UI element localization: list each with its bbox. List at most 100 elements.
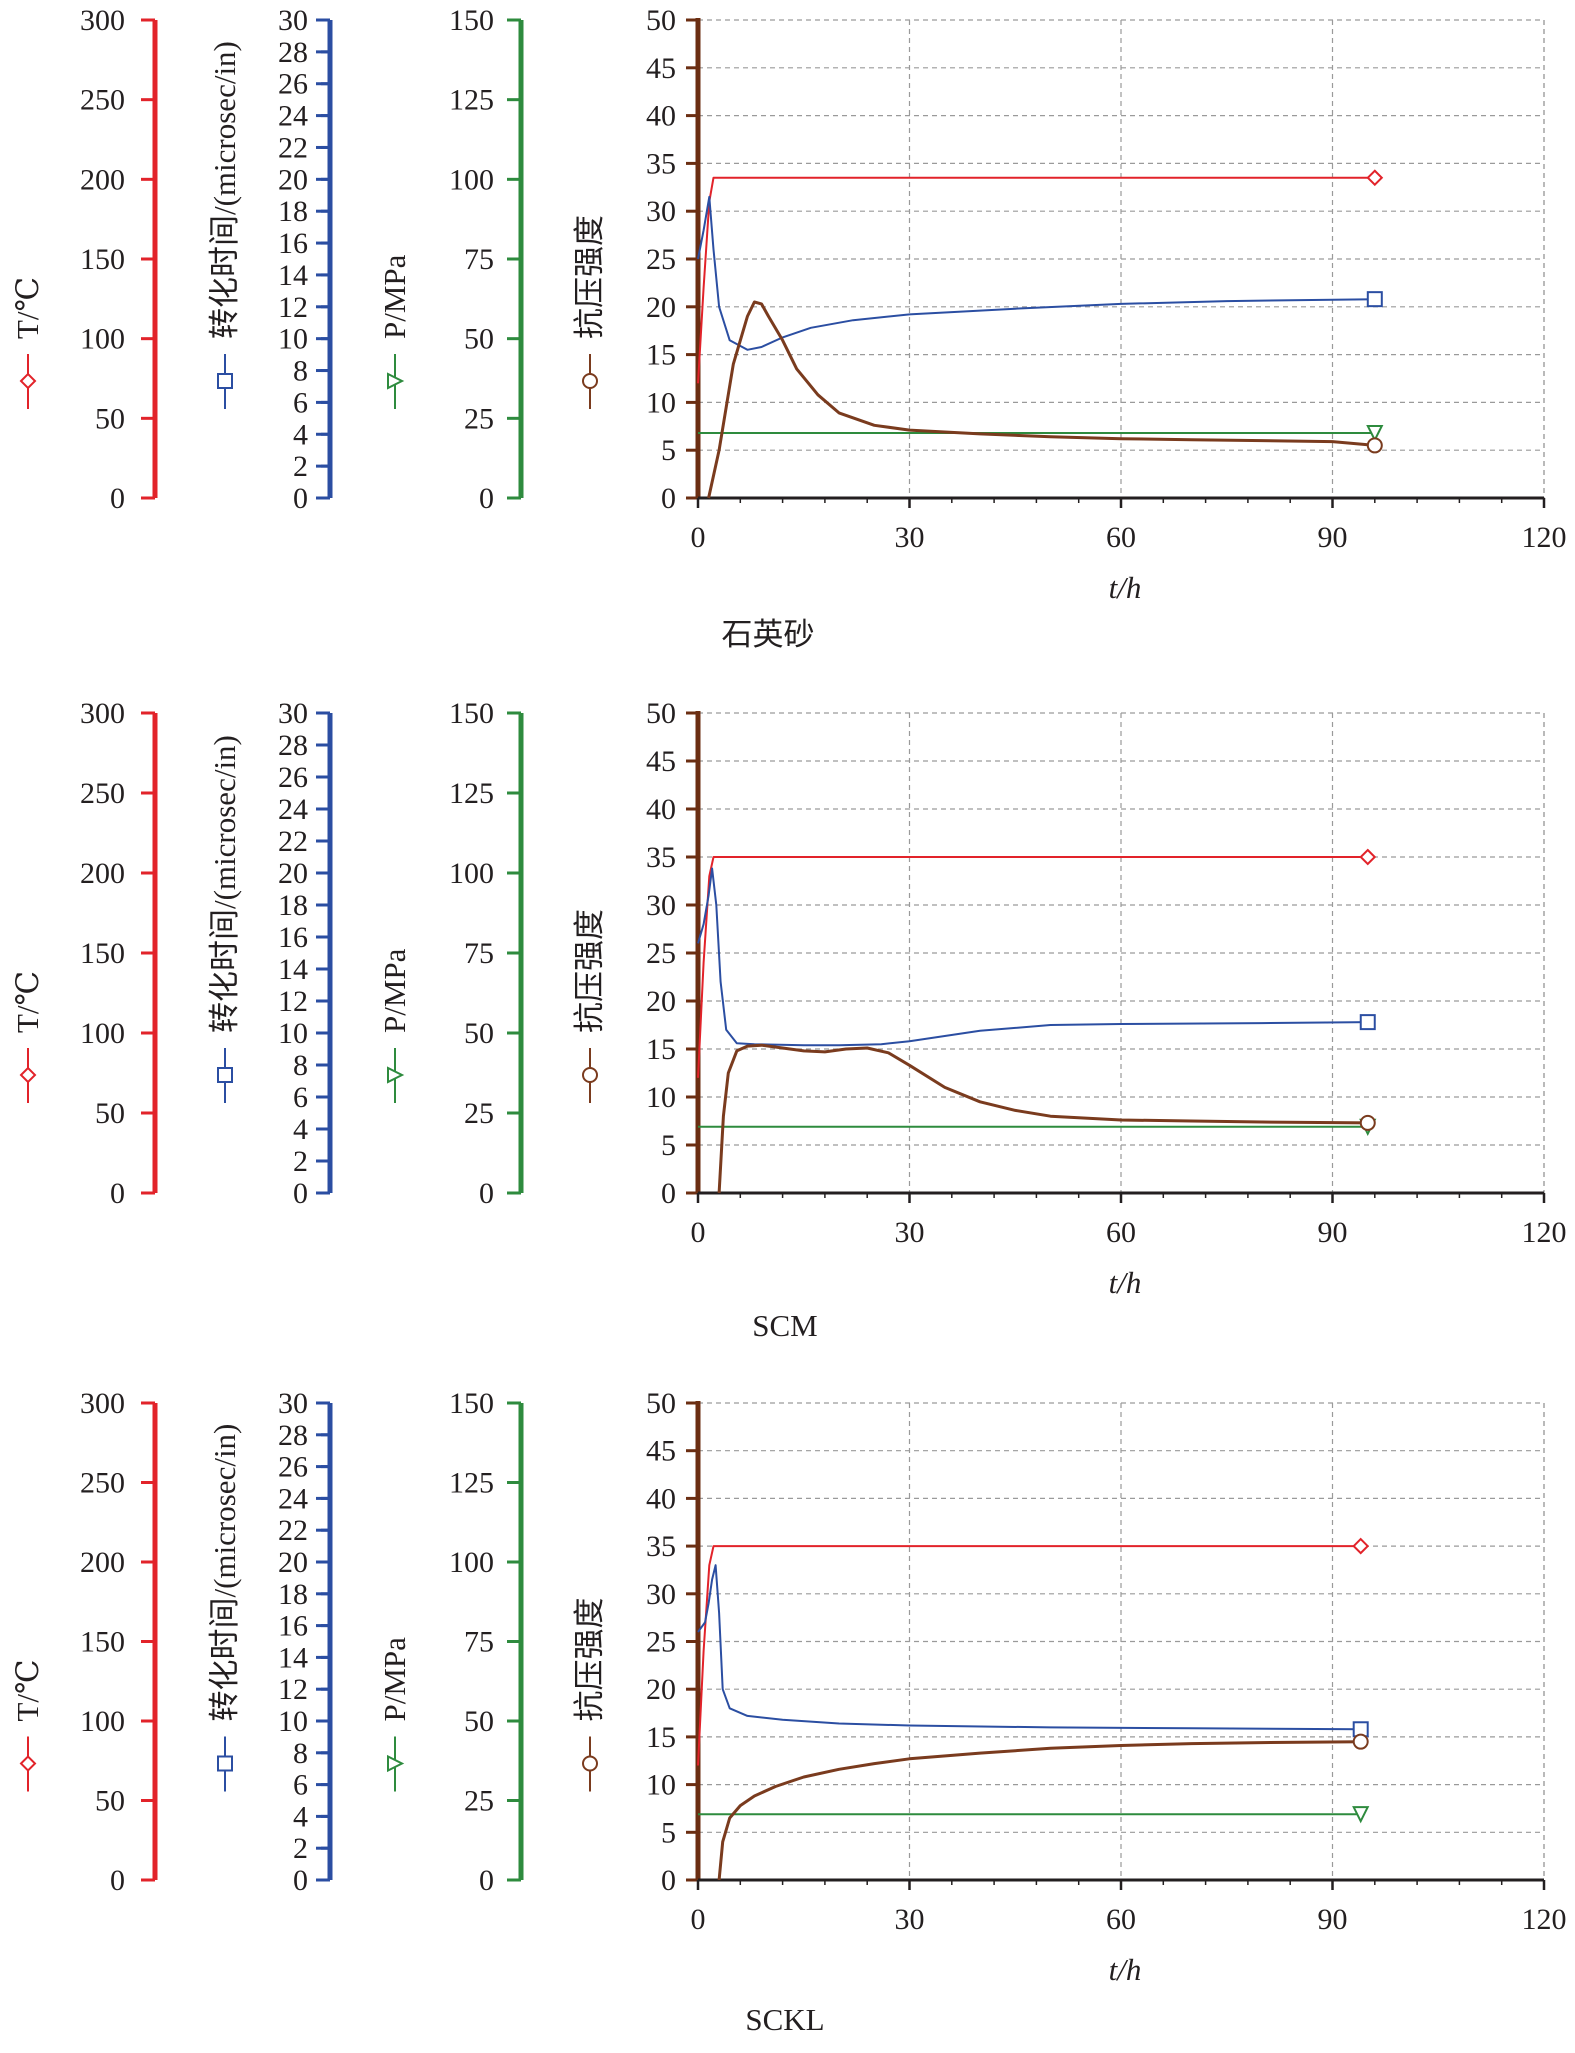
pressure-axis-title: P/MPa <box>377 948 412 1103</box>
temperature-tick-label: 0 <box>110 482 125 515</box>
pressure-tick-label: 100 <box>449 857 494 890</box>
pressure-legend-marker <box>387 1754 405 1773</box>
strength-tick-label: 50 <box>646 1387 676 1420</box>
pressure-tick-label: 75 <box>464 1626 494 1659</box>
strength-tick-label: 40 <box>646 793 676 826</box>
temperature-tick-label: 150 <box>80 1626 125 1659</box>
temperature-tick-label: 300 <box>80 4 125 37</box>
pressure-axis-label: P/MPa <box>377 254 412 339</box>
strength-tick-label: 5 <box>661 1129 676 1162</box>
strength-tick-label: 30 <box>646 1578 676 1611</box>
strength-tick-label: 35 <box>646 841 676 874</box>
x-tick-label: 60 <box>1106 1216 1136 1249</box>
transit-tick-label: 30 <box>278 1387 308 1420</box>
transit-tick-label: 10 <box>278 1017 308 1050</box>
pressure-tick-label: 25 <box>464 1097 494 1130</box>
transit-tick-label: 26 <box>278 761 308 794</box>
transit-tick-label: 6 <box>293 386 308 419</box>
pressure-tick-label: 150 <box>449 697 494 730</box>
strength-tick-label: 40 <box>646 100 676 133</box>
temperature-tick-label: 300 <box>80 697 125 730</box>
series-line-4 <box>717 1740 1361 1881</box>
strength-tick-label: 35 <box>646 1530 676 1563</box>
temperature-tick-label: 0 <box>110 1864 125 1897</box>
x-tick-label: 90 <box>1318 521 1348 554</box>
transit-tick-label: 4 <box>293 1113 308 1146</box>
transit-tick-label: 24 <box>278 1482 308 1515</box>
x-tick-label: 60 <box>1106 1903 1136 1936</box>
x-tick-label: 0 <box>691 521 706 554</box>
series-end-marker-1 <box>1359 848 1377 866</box>
strength-tick-label: 15 <box>646 339 676 372</box>
x-tick-label: 30 <box>895 521 925 554</box>
temperature-tick-label: 50 <box>95 1785 125 1818</box>
transit-legend-marker <box>217 373 233 389</box>
strength-tick-label: 45 <box>646 745 676 778</box>
strength-axis-label: 抗压强度 <box>572 1598 607 1722</box>
transit-tick-label: 10 <box>278 1705 308 1738</box>
strength-axis-title: 抗压强度 <box>572 909 607 1103</box>
series-line-2 <box>697 1564 1361 1731</box>
temperature-tick-label: 100 <box>80 1705 125 1738</box>
transit-axis-title: 转化时间/(microsec/in) <box>207 1424 242 1792</box>
transit-tick-label: 4 <box>293 1800 308 1833</box>
temperature-axis-title: T/℃ <box>10 1659 45 1792</box>
pressure-legend-marker <box>387 1066 405 1084</box>
series-end-marker-4 <box>1352 1733 1369 1750</box>
series-end-marker-2 <box>1359 1014 1376 1031</box>
x-tick-label: 0 <box>691 1903 706 1936</box>
pressure-axis-label: P/MPa <box>377 1637 412 1722</box>
transit-tick-label: 16 <box>278 1610 308 1643</box>
transit-tick-label: 14 <box>278 953 308 986</box>
transit-axis-label: 转化时间/(microsec/in) <box>207 1424 242 1722</box>
panel-caption: SCM <box>752 1308 817 1343</box>
strength-tick-label: 5 <box>661 434 676 467</box>
transit-tick-label: 28 <box>278 729 308 762</box>
series-end-marker-4 <box>1366 437 1383 454</box>
series-line-1 <box>697 1545 1361 1766</box>
transit-tick-label: 18 <box>278 1578 308 1611</box>
transit-tick-label: 16 <box>278 921 308 954</box>
strength-tick-label: 0 <box>661 1177 676 1210</box>
transit-tick-label: 16 <box>278 227 308 260</box>
transit-tick-label: 8 <box>293 1049 308 1082</box>
strength-tick-label: 45 <box>646 1435 676 1468</box>
transit-tick-label: 8 <box>293 1737 308 1770</box>
strength-tick-label: 15 <box>646 1721 676 1754</box>
strength-tick-label: 15 <box>646 1033 676 1066</box>
chart-panel-2: 050100150200250300T/℃0246810121416182022… <box>10 697 1567 1343</box>
pressure-tick-label: 125 <box>449 777 494 810</box>
panel-caption: 石英砂 <box>722 617 815 652</box>
temperature-tick-label: 250 <box>80 1467 125 1500</box>
transit-tick-label: 26 <box>278 68 308 101</box>
pressure-tick-label: 100 <box>449 1546 494 1579</box>
series-line-1 <box>697 176 1375 384</box>
transit-tick-label: 14 <box>278 259 308 292</box>
series-end-marker-1 <box>1352 1537 1370 1555</box>
temperature-legend-marker <box>19 1755 37 1772</box>
temperature-tick-label: 150 <box>80 243 125 276</box>
strength-tick-label: 10 <box>646 1769 676 1802</box>
series-line-4 <box>707 300 1375 499</box>
series-line-2 <box>697 195 1375 351</box>
transit-tick-label: 26 <box>278 1451 308 1484</box>
transit-tick-label: 22 <box>278 131 308 164</box>
pressure-tick-label: 150 <box>449 4 494 37</box>
strength-tick-label: 40 <box>646 1482 676 1515</box>
strength-legend-marker <box>582 1755 598 1772</box>
transit-tick-label: 2 <box>293 1832 308 1865</box>
transit-tick-label: 30 <box>278 4 308 37</box>
strength-tick-label: 50 <box>646 4 676 37</box>
temperature-axis-label: T/℃ <box>10 277 45 339</box>
transit-tick-label: 0 <box>293 1177 308 1210</box>
series-line-4 <box>717 1043 1368 1194</box>
x-tick-label: 30 <box>895 1216 925 1249</box>
transit-tick-label: 0 <box>293 482 308 515</box>
pressure-tick-label: 125 <box>449 84 494 117</box>
transit-axis-label: 转化时间/(microsec/in) <box>207 41 242 339</box>
pressure-tick-label: 25 <box>464 402 494 435</box>
pressure-tick-label: 50 <box>464 1705 494 1738</box>
temperature-axis-title: T/℃ <box>10 277 45 409</box>
pressure-tick-label: 0 <box>479 1177 494 1210</box>
